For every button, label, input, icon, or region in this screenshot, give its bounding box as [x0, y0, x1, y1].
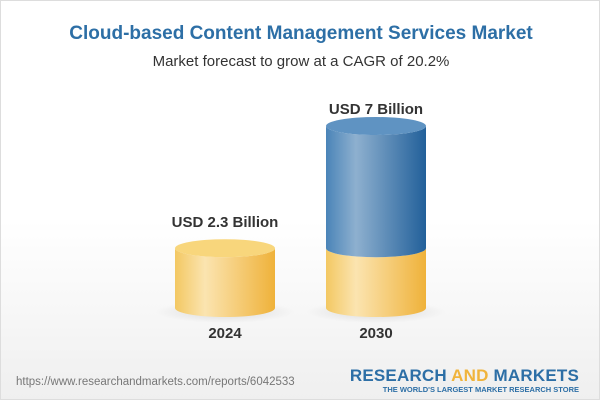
research-and-markets-logo: RESEARCH AND MARKETS THE WORLD'S LARGEST…: [350, 367, 579, 395]
category-label-2030: 2030: [359, 325, 392, 342]
cylinder-chart: USD 2.3 Billion USD 7 Billion 2024 2030: [155, 101, 446, 342]
cylinder-top-2024: [175, 239, 275, 258]
chart-title: Cloud-based Content Management Services …: [69, 23, 533, 44]
report-url[interactable]: https://www.researchandmarkets.com/repor…: [16, 376, 295, 388]
value-label-2024: USD 2.3 Billion: [172, 214, 279, 231]
value-label-2030: USD 7 Billion: [329, 101, 423, 118]
logo-text: RESEARCH: [349, 366, 452, 385]
cylinder-base-2024: [175, 248, 275, 317]
logo-text-and: AND: [451, 366, 489, 385]
category-label-2024: 2024: [208, 325, 242, 342]
cylinder-base-2030: [326, 248, 426, 317]
cylinder-top-2030: [326, 117, 426, 135]
chart-subtitle: Market forecast to grow at a CAGR of 20.…: [152, 53, 450, 70]
logo-text-markets: MARKETS: [488, 366, 579, 385]
logo-tagline: THE WORLD'S LARGEST MARKET RESEARCH STOR…: [382, 385, 579, 394]
cylinder-growth-2030: [326, 126, 426, 258]
